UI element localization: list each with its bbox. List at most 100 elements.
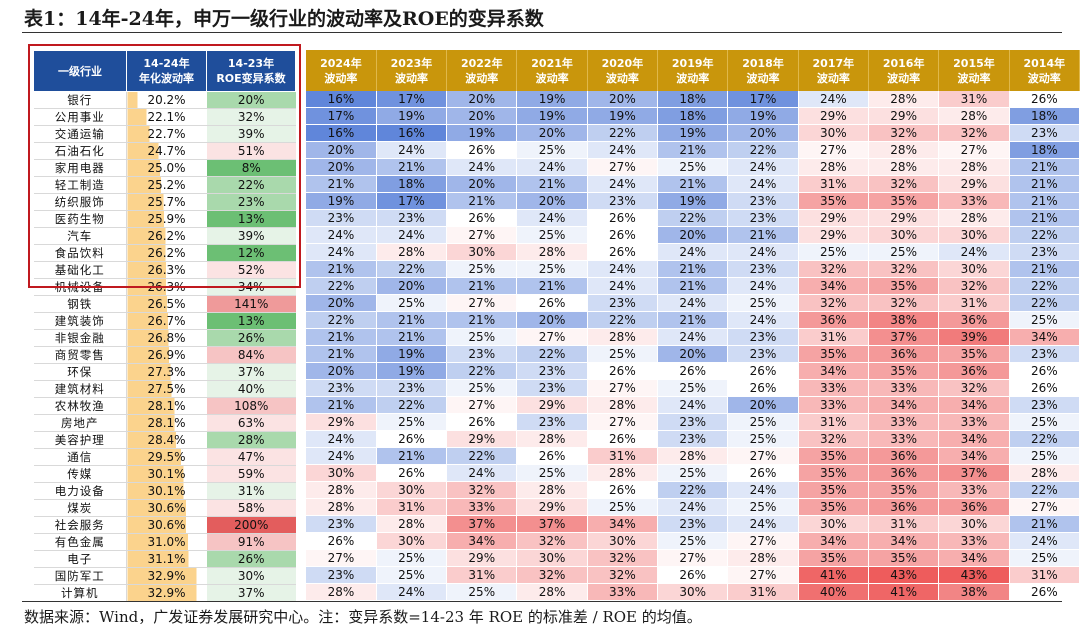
heatmap-row: 28% 30% 32% 28% 26% 22% 24% 35% 35% 33% 22% [306,481,1080,500]
heatmap-cell: 22% [1009,481,1080,500]
heatmap-cell: 41% [798,566,869,585]
heatmap-cell: 28% [798,158,869,177]
heatmap-cell: 17% [376,192,448,211]
table-row: 食品饮料 26.2% 12% [33,244,296,262]
heatmap-cell: 22% [1009,294,1080,313]
heatmap-cell: 34% [798,532,869,551]
heatmap-cell: 35% [938,345,1010,364]
heatmap-cell: 32% [938,379,1010,398]
heatmap-row: 24% 28% 30% 28% 26% 24% 24% 25% 25% 24% 23% [306,243,1080,262]
heatmap-cell: 20% [306,294,377,313]
heatmap-cell: 27% [657,549,729,568]
annual-volatility: 25.7% [126,193,207,211]
heatmap-cell: 25% [868,243,940,262]
heatmap-cell: 24% [306,430,377,449]
heatmap-cell: 35% [868,481,940,500]
heatmap-cell: 21% [446,277,518,296]
heatmap-cell: 28% [868,158,940,177]
heatmap-cell: 22% [306,311,377,330]
heatmap-cell: 35% [798,192,869,211]
roe-cv: 200% [206,516,296,534]
heatmap-cell: 22% [587,311,659,330]
industry-name: 家用电器 [33,159,127,177]
table-row: 有色金属 31.0% 91% [33,533,296,551]
heatmap-cell: 26% [376,464,448,483]
heatmap-cell: 20% [657,345,729,364]
heatmap-cell: 20% [446,107,518,126]
heatmap-row: 20% 24% 26% 25% 24% 21% 22% 27% 28% 27% 18% [306,141,1080,160]
heatmap-cell: 25% [587,345,659,364]
annual-volatility: 30.1% [126,465,207,483]
table-row: 非银金融 26.8% 26% [33,329,296,347]
industry-name: 农林牧渔 [33,397,127,415]
heatmap-cell: 27% [306,549,377,568]
heatmap-cell: 25% [376,294,448,313]
heatmap-cell: 23% [516,413,588,432]
heatmap-cell: 27% [727,447,799,466]
industry-name: 国防军工 [33,567,127,585]
heatmap-cell: 23% [657,515,729,534]
heatmap-cell: 26% [587,362,659,381]
heatmap-row: 28% 31% 33% 29% 25% 24% 25% 35% 36% 36% 27% [306,498,1080,517]
annual-volatility: 22.7% [126,125,207,143]
heatmap-cell: 23% [516,379,588,398]
heatmap-cell: 21% [657,141,729,160]
roe-cv: 37% [206,363,296,381]
heatmap-cell: 35% [798,481,869,500]
heatmap-cell: 22% [446,447,518,466]
heatmap-cell: 24% [657,328,729,347]
annual-volatility: 30.1% [126,482,207,500]
heatmap-cell: 30% [868,226,940,245]
heatmap-cell: 21% [446,192,518,211]
heatmap-cell: 30% [376,481,448,500]
heatmap-cell: 32% [446,481,518,500]
heatmap-cell: 25% [587,498,659,517]
heatmap-cell: 37% [868,328,940,347]
heatmap-cell: 23% [727,209,799,228]
annual-volatility: 32.9% [126,567,207,585]
heatmap-cell: 33% [868,379,940,398]
heatmap-cell: 23% [727,260,799,279]
heatmap-cell: 19% [657,192,729,211]
year-header-label: 波动率 [605,71,639,85]
heatmap-cell: 31% [727,583,799,602]
year-header: 2019年 波动率 [657,50,729,91]
table-row: 基础化工 26.3% 52% [33,261,296,279]
heatmap-cell: 41% [868,583,940,602]
heatmap-cell: 24% [657,396,729,415]
heatmap-cell: 24% [1009,532,1080,551]
table-row: 房地产 28.1% 63% [33,414,296,432]
heatmap-cell: 28% [306,583,377,602]
heatmap-cell: 26% [657,362,729,381]
industry-name: 银行 [33,91,127,109]
heatmap-cell: 17% [306,107,377,126]
heatmap-cell: 21% [306,260,377,279]
roe-cv: 13% [206,312,296,330]
heatmap-cell: 25% [516,464,588,483]
heatmap-cell: 33% [798,396,869,415]
heatmap-cell: 26% [446,413,518,432]
heatmap-cell: 24% [587,277,659,296]
heatmap-cell: 37% [446,515,518,534]
table-row: 农林牧渔 28.1% 108% [33,397,296,415]
heatmap-cell: 29% [798,226,869,245]
industry-name: 计算机 [33,584,127,602]
header-cv-line2: ROE变异系数 [216,72,286,85]
heatmap-cell: 24% [727,515,799,534]
heatmap-cell: 38% [868,311,940,330]
heatmap-cell: 23% [1009,243,1080,262]
heatmap-cell: 37% [516,515,588,534]
header-roe-cv: 14-23年 ROE变异系数 [206,50,296,92]
annual-volatility: 29.5% [126,448,207,466]
heatmap-cell: 43% [938,566,1010,585]
heatmap-cell: 24% [798,91,869,109]
year-header-year: 2024年 [320,56,362,70]
heatmap-cell: 27% [446,396,518,415]
heatmap-cell: 24% [727,243,799,262]
year-header-year: 2014年 [1023,56,1066,70]
heatmap-cell: 43% [868,566,940,585]
year-header-label: 波动率 [816,71,850,85]
roe-cv: 20% [206,91,296,109]
heatmap-row: 21% 22% 25% 25% 24% 21% 23% 32% 32% 30% 21% [306,260,1080,279]
heatmap-cell: 32% [938,124,1010,143]
